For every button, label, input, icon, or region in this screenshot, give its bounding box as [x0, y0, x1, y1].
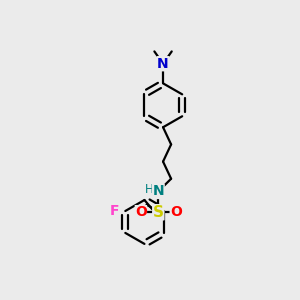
Text: F: F — [110, 204, 119, 218]
Text: S: S — [153, 205, 164, 220]
Text: O: O — [135, 205, 147, 219]
Text: N: N — [157, 57, 169, 71]
Text: H: H — [145, 183, 154, 196]
Text: N: N — [152, 184, 164, 199]
Text: O: O — [170, 205, 182, 219]
